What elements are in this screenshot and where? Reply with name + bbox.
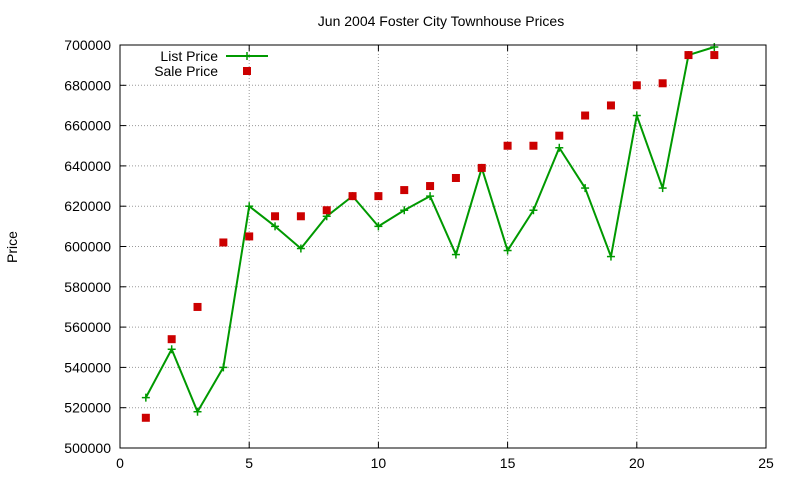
- sale-price-point: [271, 212, 280, 221]
- plot-frame: [119, 44, 767, 449]
- series-sale-price: [141, 51, 719, 422]
- sale-price-point: [141, 413, 150, 422]
- y-tick-label: 560000: [64, 319, 111, 335]
- x-tick-label: 0: [116, 455, 124, 471]
- sale-price-point: [710, 51, 719, 60]
- legend-label: Sale Price: [154, 63, 218, 79]
- list-price-point: [658, 184, 667, 193]
- x-tick-label: 20: [629, 455, 645, 471]
- sale-price-point: [477, 163, 486, 172]
- sale-price-point: [193, 302, 202, 311]
- x-tick-label: 15: [500, 455, 516, 471]
- legend-swatch-marker: [243, 52, 251, 60]
- sale-price-point: [426, 182, 435, 191]
- list-price-point: [219, 363, 228, 372]
- sale-price-point: [245, 232, 254, 241]
- series-list-price: [141, 43, 719, 416]
- sale-price-point: [684, 51, 693, 60]
- sale-price-point: [658, 79, 667, 88]
- y-tick-label: 500000: [64, 440, 111, 456]
- list-price-point: [529, 206, 538, 215]
- ticks: 0 5 10 15 20 25 500000 520000 540000 560000 580000…: [64, 37, 774, 471]
- list-price-point: [555, 143, 564, 152]
- list-price-point: [426, 192, 435, 201]
- list-price-point: [296, 244, 305, 253]
- sale-price-point: [555, 131, 564, 140]
- list-price-line: [144, 46, 715, 413]
- sale-price-point: [219, 238, 228, 247]
- sale-price-point: [632, 81, 641, 90]
- list-price-point: [167, 345, 176, 354]
- y-axis-label: Price: [4, 231, 20, 263]
- y-tick-label: 680000: [64, 77, 111, 93]
- sale-price-point: [296, 212, 305, 221]
- list-price-point: [193, 407, 202, 416]
- list-price-point: [245, 202, 254, 211]
- legend-swatch-marker: [243, 67, 251, 75]
- x-tick-label: 25: [758, 455, 774, 471]
- sale-price-point: [581, 111, 590, 120]
- list-price-point: [141, 393, 150, 402]
- list-price-point: [606, 252, 615, 261]
- list-price-point: [374, 222, 383, 231]
- sale-price-point: [529, 141, 538, 150]
- sale-price-point: [400, 186, 409, 195]
- list-price-point: [400, 206, 409, 215]
- list-price-point: [581, 184, 590, 193]
- y-tick-label: 540000: [64, 359, 111, 375]
- sale-price-point: [348, 192, 357, 201]
- y-tick-label: 620000: [64, 198, 111, 214]
- sale-price-point: [374, 192, 383, 201]
- y-tick-label: 580000: [64, 279, 111, 295]
- sale-price-point: [451, 173, 460, 182]
- y-tick-label: 640000: [64, 158, 111, 174]
- list-price-point: [451, 250, 460, 259]
- list-price-point: [271, 222, 280, 231]
- y-tick-label: 700000: [64, 37, 111, 53]
- sale-price-point: [503, 141, 512, 150]
- grid: [120, 45, 766, 448]
- list-price-point: [503, 246, 512, 255]
- list-price-point: [710, 43, 719, 52]
- x-tick-label: 5: [245, 455, 253, 471]
- y-tick-label: 520000: [64, 400, 111, 416]
- x-tick-label: 10: [371, 455, 387, 471]
- legend-item: List Price: [160, 48, 268, 64]
- sale-price-point: [606, 101, 615, 110]
- sale-price-point: [167, 335, 176, 344]
- sale-price-point: [322, 206, 331, 215]
- y-tick-label: 660000: [64, 118, 111, 134]
- legend-item: Sale Price: [154, 63, 251, 79]
- y-tick-label: 600000: [64, 239, 111, 255]
- list-price-point: [632, 111, 641, 120]
- legend-label: List Price: [160, 48, 218, 64]
- series-layer: [141, 43, 719, 422]
- chart-title: Jun 2004 Foster City Townhouse Prices: [318, 13, 564, 29]
